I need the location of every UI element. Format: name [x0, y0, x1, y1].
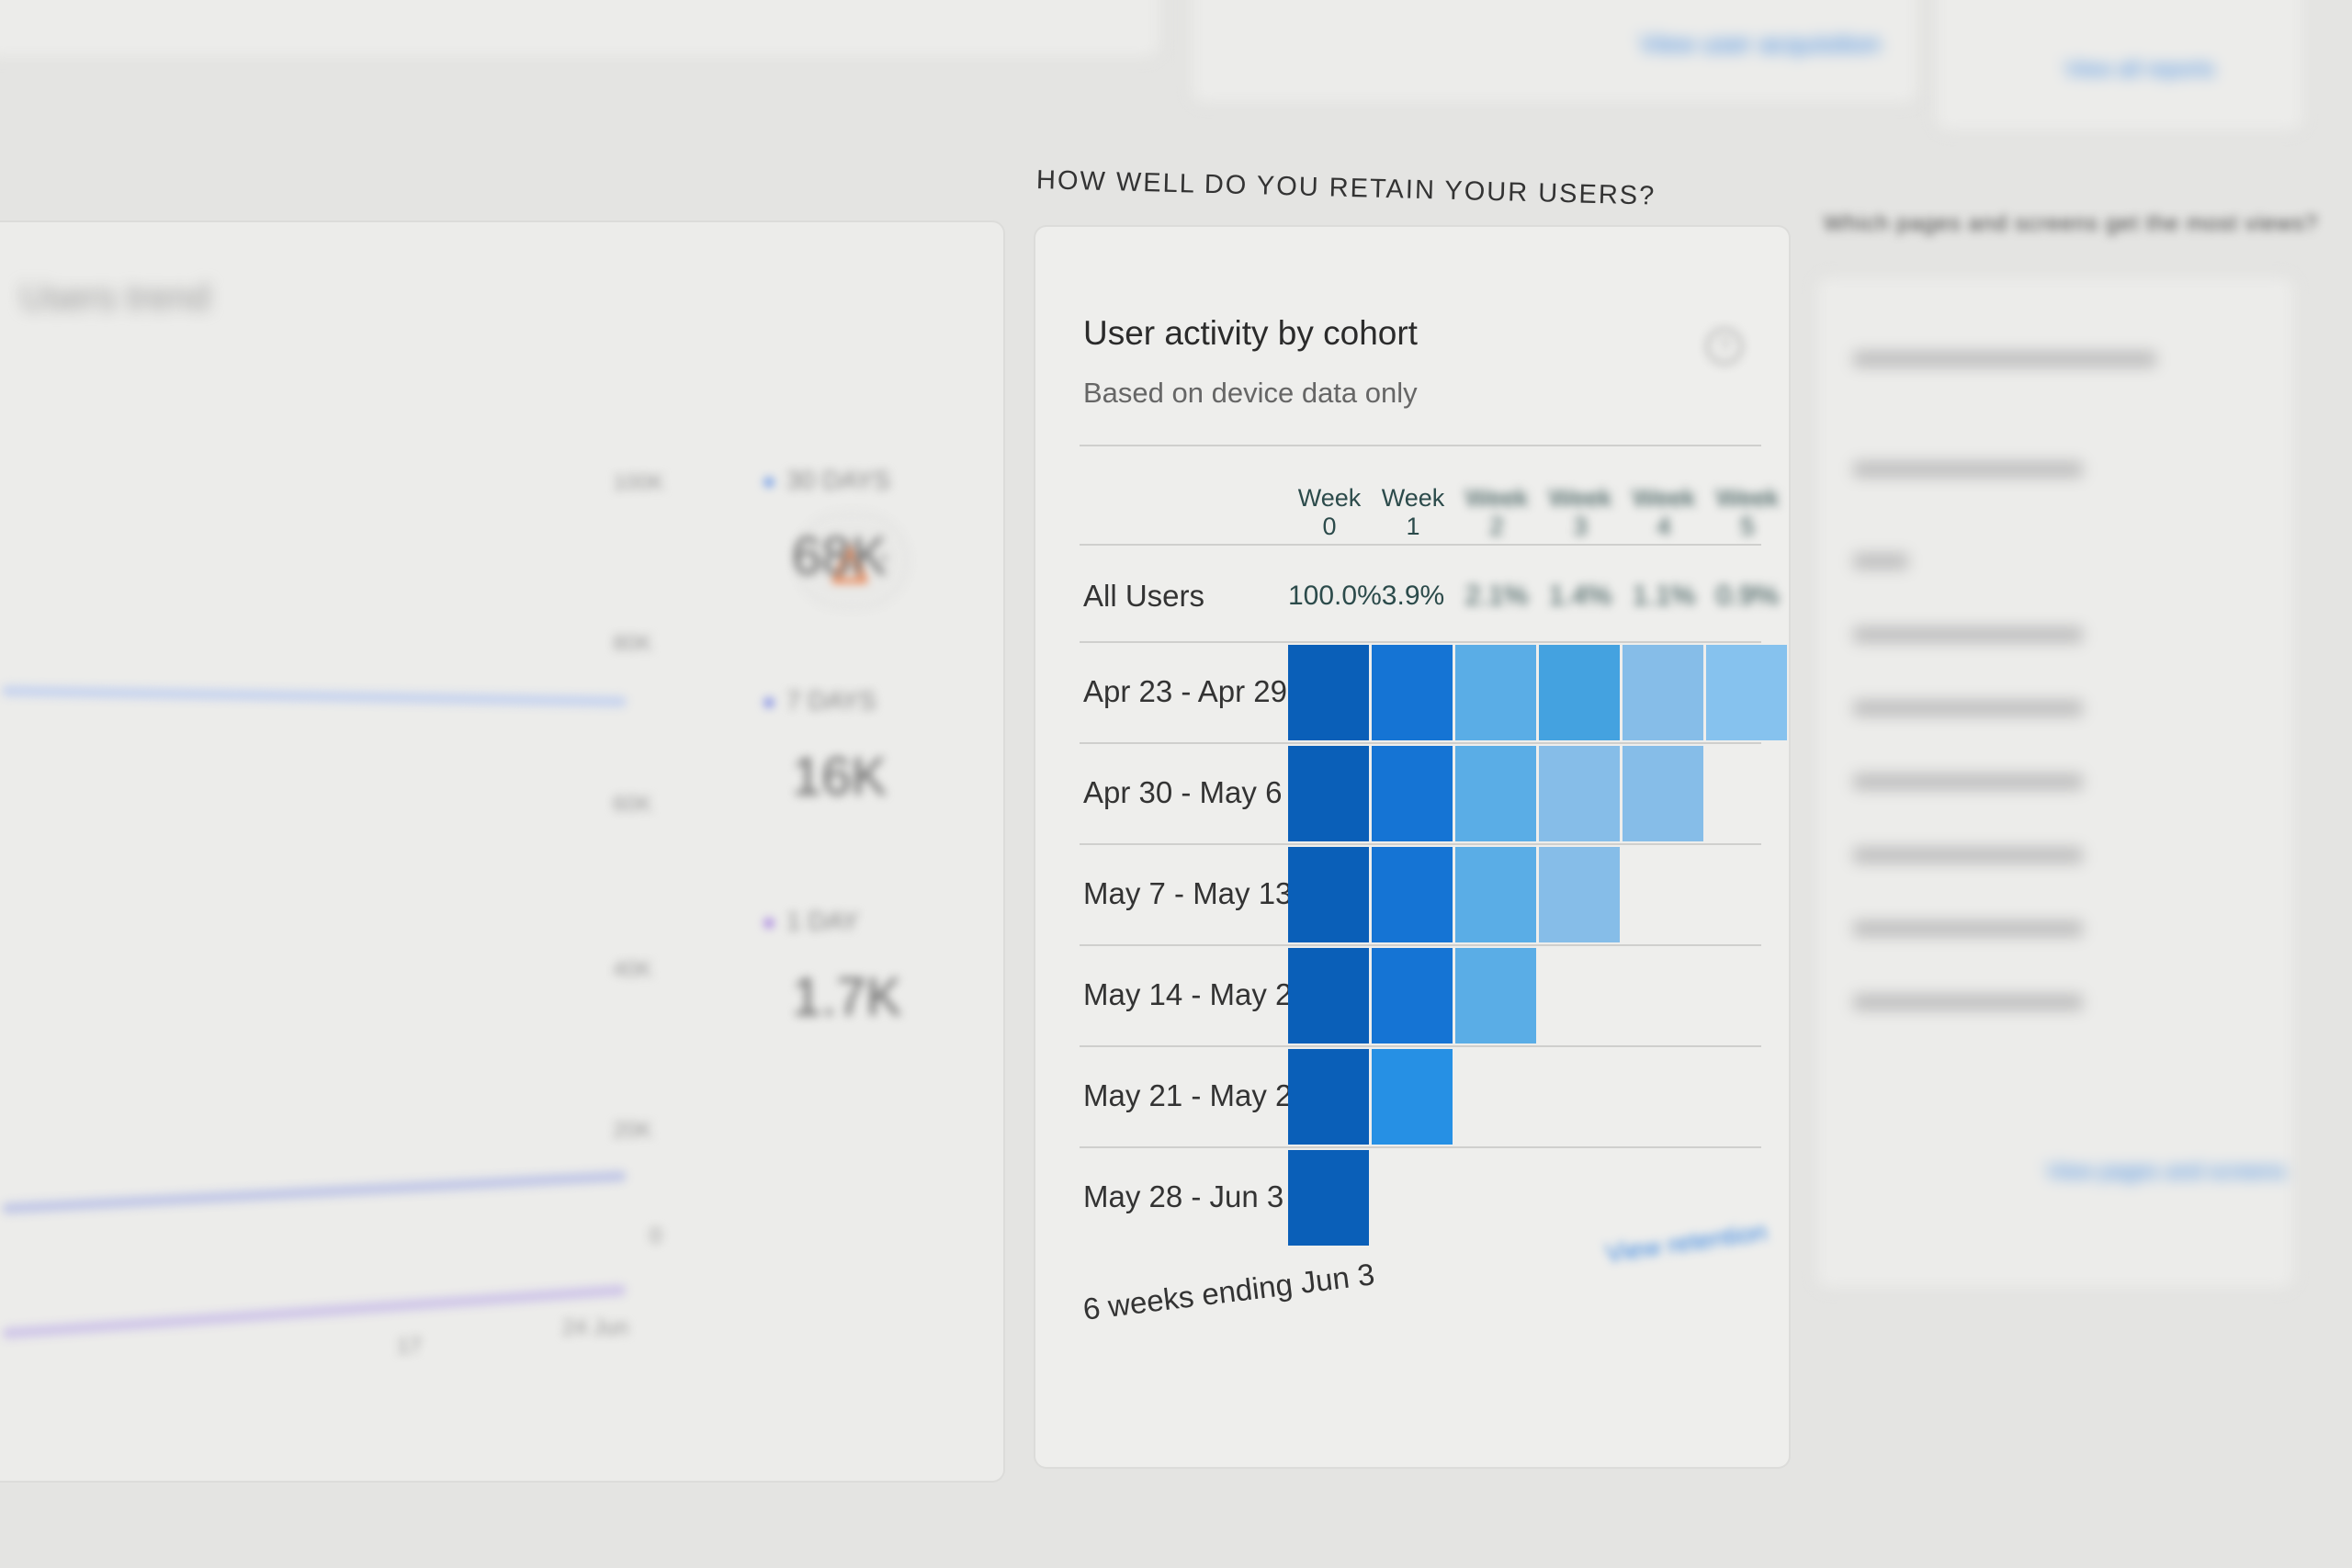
cohort-cell[interactable] [1455, 645, 1536, 740]
cohort-cell[interactable] [1372, 948, 1453, 1043]
series-line-7-days [2, 1170, 627, 1214]
all-users-value: 100.0% [1288, 581, 1382, 611]
date-range-footer: 6 weeks ending Jun 3 [1080, 1257, 1377, 1326]
cohort-row-label: May 14 - May 20 [1083, 977, 1309, 1011]
week-header: Week 3 [1548, 484, 1612, 540]
cohort-row-label: May 28 - Jun 3 [1083, 1179, 1284, 1213]
cohort-cell[interactable] [1623, 645, 1703, 740]
y-tick: 20K [613, 1118, 652, 1143]
placeholder-text [1853, 994, 2083, 1010]
view-retention-link[interactable]: View retention [1603, 1216, 1770, 1269]
cohort-cell[interactable] [1455, 948, 1536, 1043]
y-tick: 80K [613, 631, 652, 656]
cohort-cell[interactable] [1539, 645, 1620, 740]
y-tick: 60K [613, 792, 652, 817]
section-title: How well do you retain your users? [1035, 165, 1657, 211]
all-users-value: 1.1% [1632, 581, 1696, 611]
week-header: Week 0 [1297, 484, 1362, 540]
placeholder-text [1853, 461, 2083, 478]
view-all-link[interactable]: View all reports [2064, 57, 2215, 82]
cohort-card: User activity by cohort Based on device … [1034, 225, 1791, 1469]
cohort-row-label: May 21 - May 27 [1083, 1078, 1309, 1112]
cohort-cell[interactable] [1288, 1049, 1369, 1145]
divider [1080, 641, 1761, 643]
placeholder-text [1853, 700, 2083, 716]
divider [1080, 1146, 1761, 1148]
warning-button[interactable] [797, 514, 907, 606]
divider [1080, 1045, 1761, 1047]
all-users-value: 0.9% [1715, 581, 1780, 611]
divider [1080, 944, 1761, 946]
cohort-cell[interactable] [1623, 746, 1703, 841]
placeholder-text [1853, 626, 2083, 643]
cohort-cell[interactable] [1372, 847, 1453, 942]
y-tick: 0 [650, 1224, 662, 1248]
metric-label-30-days: 30 DAYS [764, 466, 890, 495]
right-section-title: Which pages and screens get the most vie… [1824, 211, 2318, 236]
legend-dot [764, 477, 774, 487]
cohort-cell[interactable] [1288, 948, 1369, 1043]
y-tick: 40K [613, 957, 652, 982]
top-right-card: View all reports [1934, 0, 2305, 132]
view-user-acquisition-link[interactable]: View user acquisition [1639, 29, 1881, 58]
cohort-cell[interactable] [1288, 645, 1369, 740]
warning-triangle-icon [831, 544, 888, 583]
divider [1080, 742, 1761, 744]
placeholder-text [1853, 920, 2083, 937]
week-header: Week 2 [1464, 484, 1529, 540]
metric-label-1-day: 1 DAY [764, 907, 859, 936]
legend-dot [764, 697, 774, 707]
placeholder-text [1853, 847, 2083, 863]
series-line-30-days [1, 685, 628, 707]
view-pages-link[interactable]: View pages and screens [2046, 1159, 2287, 1184]
top-left-card [0, 0, 1161, 59]
help-circle-icon[interactable]: ? [1706, 328, 1743, 365]
metric-label-7-days: 7 DAYS [764, 686, 876, 716]
card-title: User activity by cohort [1083, 314, 1418, 352]
cohort-cell[interactable] [1539, 847, 1620, 942]
card-subtitle: Based on device data only [1083, 377, 1418, 409]
all-users-label: All Users [1083, 579, 1205, 613]
series-line-1-day [2, 1284, 627, 1339]
divider [1080, 843, 1761, 845]
cohort-cell[interactable] [1372, 645, 1453, 740]
cohort-cell[interactable] [1288, 847, 1369, 942]
cohort-cell[interactable] [1372, 1049, 1453, 1145]
week-header: Week 4 [1632, 484, 1696, 540]
cohort-cell[interactable] [1372, 746, 1453, 841]
cohort-cell[interactable] [1455, 847, 1536, 942]
cohort-cell[interactable] [1539, 746, 1620, 841]
x-tick: 24 Jun [562, 1315, 629, 1340]
all-users-value: 3.9% [1381, 581, 1445, 611]
divider [1080, 544, 1761, 546]
metric-value-7-days: 16K [792, 747, 888, 807]
cohort-cell[interactable] [1288, 746, 1369, 841]
placeholder-text [1853, 351, 2156, 367]
legend-dot [764, 918, 774, 928]
all-users-value: 2.1% [1464, 581, 1529, 611]
cohort-cell[interactable] [1706, 645, 1787, 740]
pages-card: View pages and screens [1815, 276, 2296, 1290]
users-trend-card: Users trend 100K 80K 60K 40K 20K 0 17 24… [0, 220, 1005, 1483]
metric-value-1-day: 1.7K [792, 967, 902, 1027]
placeholder-text [1853, 553, 1908, 570]
cohort-row-label: May 7 - May 13 [1083, 876, 1293, 910]
week-header: Week 5 [1715, 484, 1780, 540]
x-tick: 17 [397, 1334, 422, 1359]
week-header: Week 1 [1381, 484, 1445, 540]
cohort-cell[interactable] [1288, 1150, 1369, 1246]
cohort-row-label: Apr 30 - May 6 [1083, 775, 1283, 809]
top-mid-card: View user acquisition [1190, 0, 1919, 105]
y-tick: 100K [613, 470, 665, 495]
metric-value-30-days: 68K [792, 526, 888, 586]
users-trend-title: Users trend [20, 277, 210, 318]
cohort-cell[interactable] [1455, 746, 1536, 841]
divider [1080, 445, 1761, 446]
cohort-row-label: Apr 23 - Apr 29 [1083, 674, 1287, 708]
all-users-value: 1.4% [1548, 581, 1612, 611]
placeholder-text [1853, 773, 2083, 790]
